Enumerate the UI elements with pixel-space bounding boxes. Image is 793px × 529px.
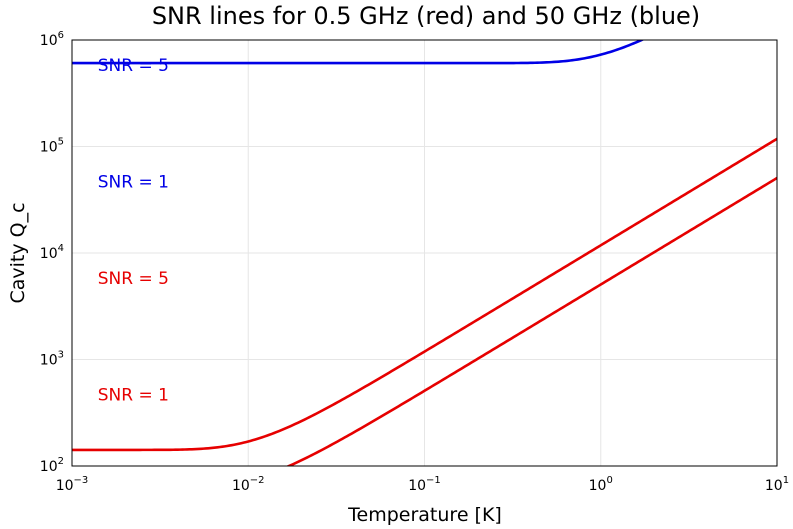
x-axis-label: Temperature [K] [347, 504, 502, 526]
x-tick-label: 10−1 [408, 475, 441, 494]
x-tick-label: 101 [765, 475, 789, 494]
y-tick-label: 105 [40, 137, 64, 156]
snr-annotation: SNR = 1 [98, 172, 169, 192]
annotations: SNR = 5 SNR = 1 SNR = 5 SNR = 1 [98, 56, 169, 405]
y-axis-label: Cavity Q_c [7, 202, 29, 303]
snr-annotation: SNR = 5 [98, 269, 169, 289]
y-tick-label: 106 [40, 30, 64, 49]
y-tick-label: 102 [40, 456, 64, 475]
y-tick-label: 104 [40, 243, 64, 262]
snr-annotation: SNR = 5 [98, 56, 169, 76]
series-line [72, 40, 645, 65]
x-tick-label: 10−3 [56, 475, 89, 494]
x-tick-label: 10−2 [232, 475, 265, 494]
y-tick-label: 103 [40, 350, 64, 369]
chart-title: SNR lines for 0.5 GHz (red) and 50 GHz (… [152, 2, 700, 30]
x-tick-label: 100 [589, 475, 613, 494]
series-line [72, 137, 777, 452]
grid-lines [71, 39, 778, 467]
series-lines [72, 40, 777, 466]
snr-annotation: SNR = 1 [98, 385, 169, 405]
series-line [285, 176, 777, 466]
plot-frame [71, 39, 778, 467]
tick-labels: 10−3 10−2 10−1 100 101 102 103 104 105 106 [40, 30, 789, 494]
